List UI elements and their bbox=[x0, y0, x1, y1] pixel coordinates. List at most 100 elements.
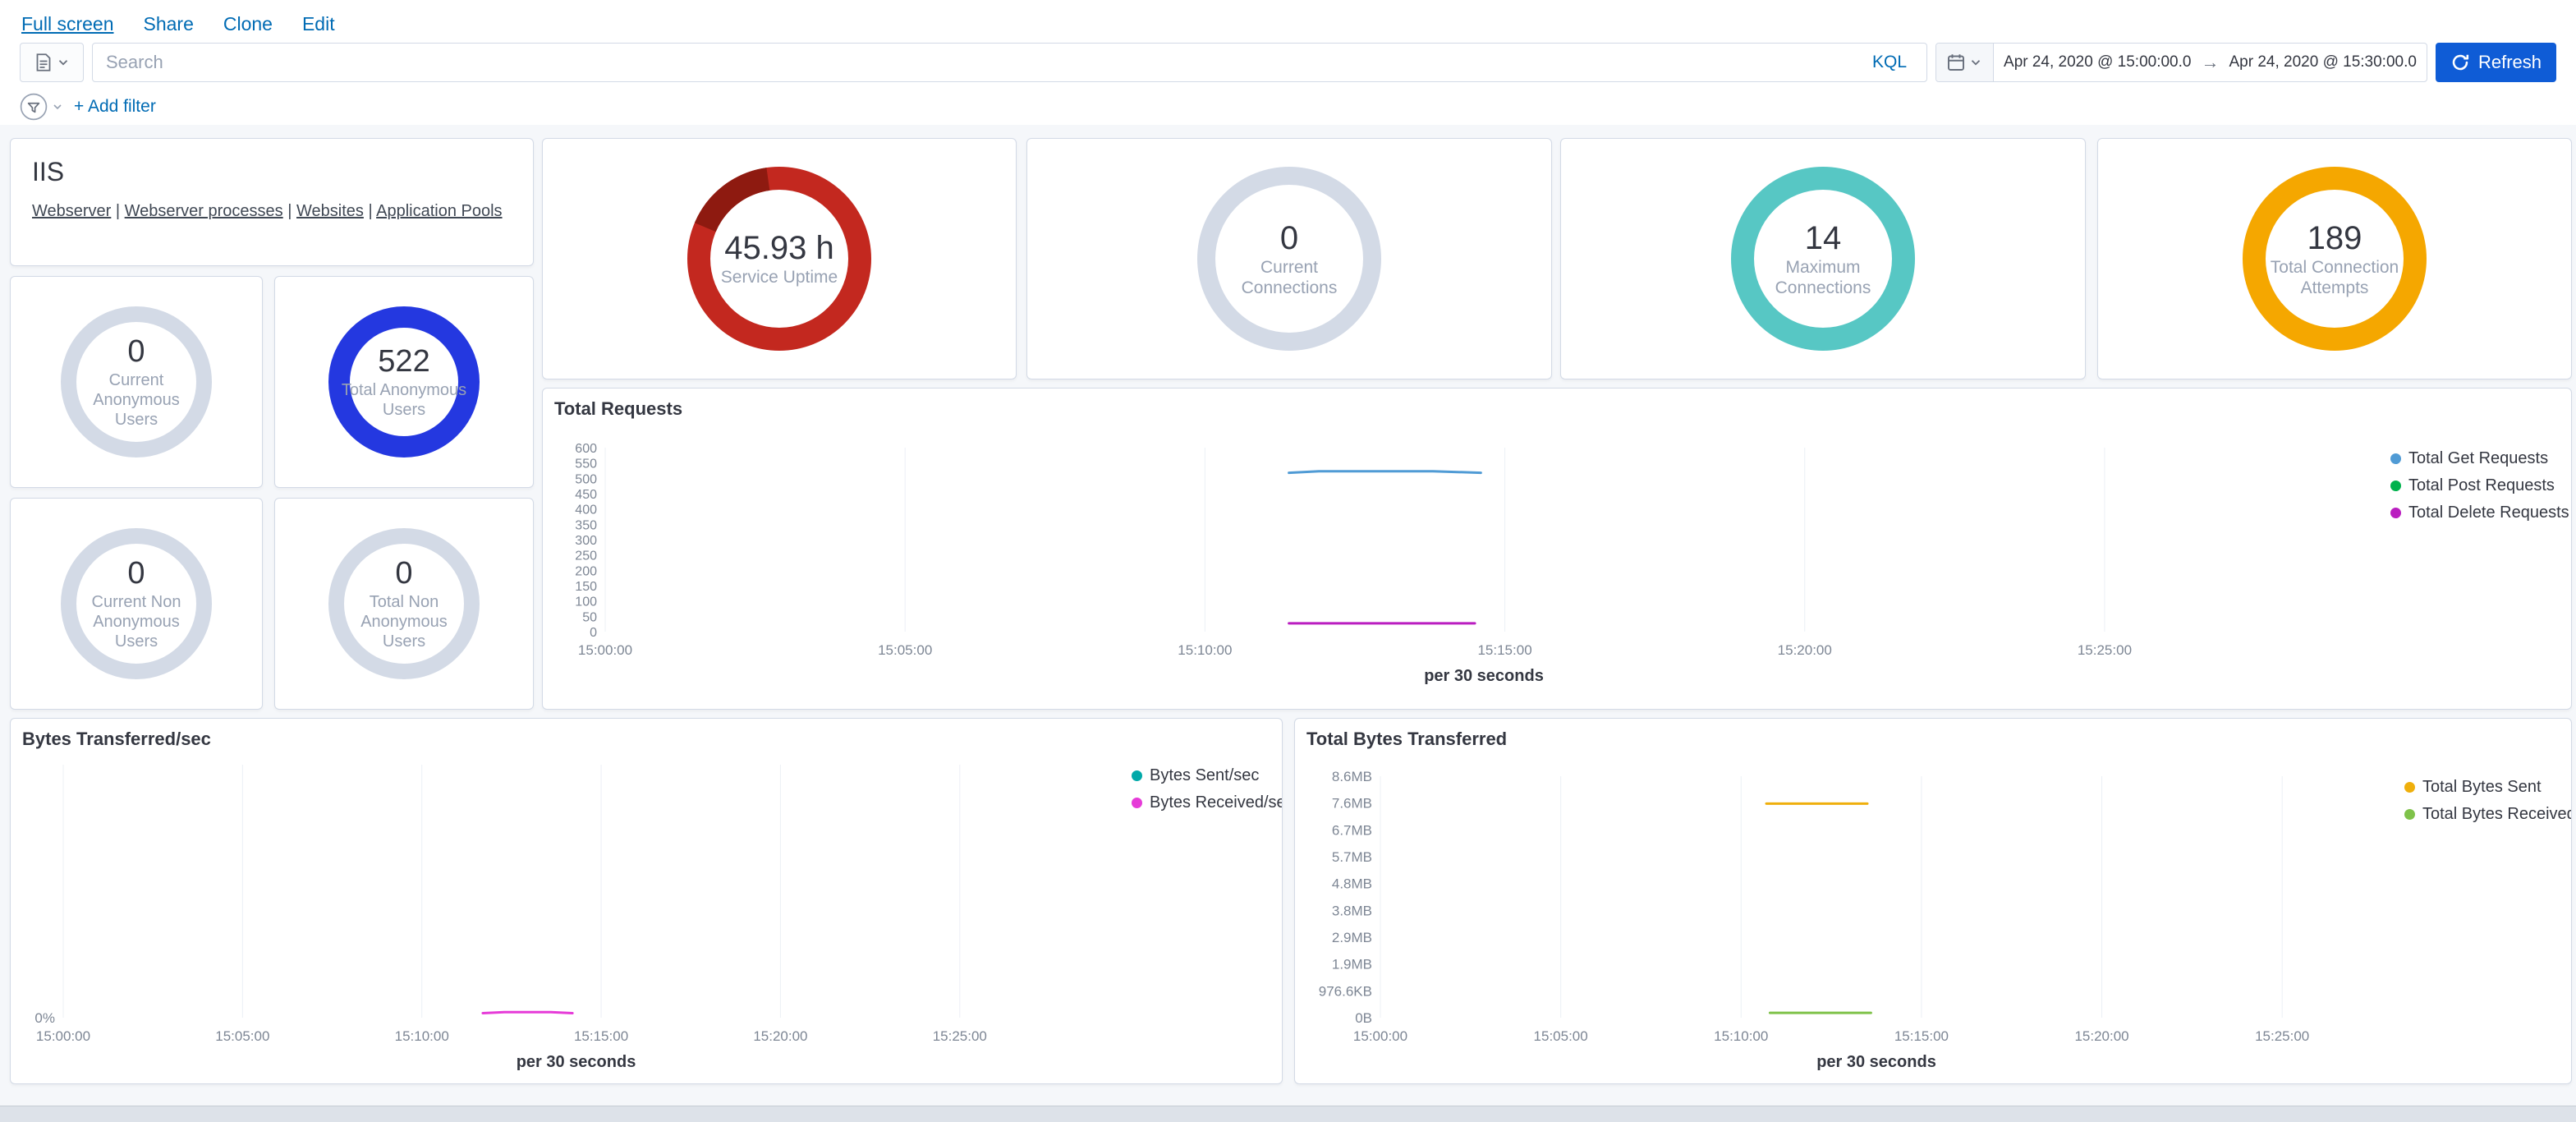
panel-total-non-anonymous-users-gauge: 0 Total Non Anonymous Users bbox=[274, 498, 534, 710]
y-tick-label: 200 bbox=[575, 564, 597, 578]
chevron-down-icon bbox=[53, 104, 62, 110]
panel-total-connection-attempts-gauge: 189 Total Connection Attempts bbox=[2097, 138, 2572, 379]
panel-total-requests-chart: Total Requests 15:00:00 15:05:00 15:10:00 1… bbox=[542, 388, 2572, 710]
panel-current-anonymous-users-gauge: 0 Current Anonymous Users bbox=[10, 276, 263, 488]
x-tick-label: 15:20:00 bbox=[1778, 642, 1832, 658]
gauge-value: 45.93 h bbox=[724, 230, 834, 267]
refresh-label: Refresh bbox=[2477, 52, 2542, 72]
query-language-button[interactable]: KQL bbox=[1866, 53, 1913, 72]
y-tick-label: 450 bbox=[575, 488, 597, 502]
refresh-button[interactable]: Refresh bbox=[2435, 43, 2556, 82]
y-tick-label: 5.7MB bbox=[1332, 849, 1372, 865]
series-line-total-get-requests bbox=[1288, 470, 1482, 475]
gauge-text: 45.93 h Service Uptime bbox=[687, 167, 871, 351]
nav-link-share[interactable]: Share bbox=[143, 13, 194, 34]
iis-link-webserver[interactable]: Webserver bbox=[32, 202, 112, 220]
x-tick-label: 15:10:00 bbox=[1714, 1028, 1768, 1044]
gauge-current-non-anonymous-users: 0 Current Non Anonymous Users bbox=[61, 528, 212, 679]
panel-total-bytes-transferred-chart: Total Bytes Transferred 15:00:00 15:05:00… bbox=[1294, 718, 2572, 1084]
iis-link-websites[interactable]: Websites bbox=[296, 202, 364, 220]
add-filter-button[interactable]: + Add filter bbox=[74, 97, 156, 116]
gauge-value: 14 bbox=[1804, 219, 1842, 256]
gauge-label: Current Anonymous Users bbox=[93, 370, 180, 429]
legend-label: Total Bytes Received bbox=[2422, 805, 2572, 823]
gauge-label: Total Connection Attempts bbox=[2270, 257, 2399, 297]
horizontal-scrollbar[interactable] bbox=[0, 1106, 2576, 1122]
y-tick-label: 0 bbox=[590, 626, 597, 640]
y-tick-label: 50 bbox=[582, 610, 597, 624]
saved-query-menu-button[interactable] bbox=[20, 43, 84, 82]
nav-link-full-screen[interactable]: Full screen bbox=[21, 13, 114, 34]
gauge-text: 0 Total Non Anonymous Users bbox=[328, 528, 480, 679]
iis-link-separator: | bbox=[363, 202, 377, 220]
iis-title: IIS bbox=[32, 157, 65, 186]
iis-link-application-pools[interactable]: Application Pools bbox=[376, 202, 503, 220]
x-axis-title: per 30 seconds bbox=[517, 1053, 636, 1071]
gauge-ring bbox=[61, 528, 212, 679]
y-tick-label: 1.9MB bbox=[1332, 957, 1372, 973]
legend-item-total-bytes-sent[interactable]: Total Bytes Sent bbox=[2404, 778, 2565, 797]
legend-item-bytes-received-sec[interactable]: Bytes Received/sec bbox=[1132, 793, 1282, 812]
gauge-text: 14 Maximum Connections bbox=[1731, 167, 1915, 351]
y-tick-label: 0% bbox=[34, 1010, 55, 1026]
iis-link-separator: | bbox=[282, 202, 296, 220]
y-tick-label: 250 bbox=[575, 550, 597, 563]
y-tick-label: 500 bbox=[575, 472, 597, 486]
x-tick-label: 15:10:00 bbox=[395, 1028, 449, 1044]
y-tick-label: 600 bbox=[575, 442, 597, 456]
gauge-maximum-connections: 14 Maximum Connections bbox=[1731, 167, 1915, 351]
nav-link-clone[interactable]: Clone bbox=[223, 13, 273, 34]
gauge-ring bbox=[687, 167, 871, 351]
legend-label: Bytes Sent/sec bbox=[1150, 766, 1260, 784]
gauge-service-uptime: 45.93 h Service Uptime bbox=[687, 167, 871, 351]
y-tick-label: 300 bbox=[575, 534, 597, 548]
gauge-ring bbox=[1197, 167, 1381, 351]
gauge-value: 189 bbox=[2307, 219, 2362, 256]
legend-dot-icon bbox=[2404, 782, 2415, 793]
legend-dot-icon bbox=[2390, 508, 2401, 518]
legend-label: Total Get Requests bbox=[2408, 449, 2549, 467]
start-date-button[interactable]: Apr 24, 2020 @ 15:00:00.0 bbox=[1994, 53, 2201, 71]
panel-current-connections-gauge: 0 Current Connections bbox=[1026, 138, 1552, 379]
y-tick-label: 6.7MB bbox=[1332, 822, 1372, 838]
x-tick-label: 15:15:00 bbox=[574, 1028, 628, 1044]
legend-item-total-delete-requests[interactable]: Total Delete Requests bbox=[2390, 504, 2569, 522]
chart-legend: Total Get Requests Total Post Requests Tot… bbox=[2390, 449, 2569, 531]
gauge-label: Current Connections bbox=[1241, 257, 1338, 297]
iis-link-webserver-processes[interactable]: Webserver processes bbox=[124, 202, 283, 220]
panel-title: Total Bytes Transferred bbox=[1306, 729, 1508, 749]
gauge-value: 0 bbox=[395, 556, 413, 591]
nav-link-edit[interactable]: Edit bbox=[301, 13, 335, 34]
y-tick-label: 2.9MB bbox=[1332, 930, 1372, 945]
gauge-ring bbox=[2243, 167, 2427, 351]
gauge-value: 0 bbox=[127, 556, 145, 591]
legend-item-bytes-sent-sec[interactable]: Bytes Sent/sec bbox=[1132, 766, 1275, 785]
calendar-icon bbox=[1948, 54, 1964, 71]
chart-canvas: 15:00:00 15:05:00 15:10:00 15:15:00 15:20:00… bbox=[575, 442, 2132, 685]
filter-options-button[interactable] bbox=[20, 93, 64, 121]
legend-item-total-get-requests[interactable]: Total Get Requests bbox=[2390, 449, 2565, 468]
legend-label: Total Bytes Sent bbox=[2422, 778, 2542, 796]
date-picker: Apr 24, 2020 @ 15:00:00.0 → Apr 24, 2020… bbox=[1935, 43, 2427, 82]
date-quick-select-button[interactable] bbox=[1936, 44, 1995, 81]
legend-dot-icon bbox=[2390, 453, 2401, 464]
gauge-current-connections: 0 Current Connections bbox=[1197, 167, 1381, 351]
gauge-value: 522 bbox=[378, 344, 430, 379]
x-axis-title: per 30 seconds bbox=[1424, 667, 1544, 685]
gauge-label: Current Non Anonymous Users bbox=[91, 592, 181, 651]
x-tick-label: 15:15:00 bbox=[1477, 642, 1531, 658]
panel-bytes-transferred-sec-chart: Bytes Transferred/sec 15:00:00 15:05:00 15… bbox=[10, 718, 1283, 1084]
search-input[interactable] bbox=[106, 52, 1866, 73]
date-range-arrow-icon: → bbox=[2201, 52, 2220, 72]
legend-dot-icon bbox=[1132, 798, 1142, 808]
gauge-value: 0 bbox=[1279, 219, 1299, 256]
gauge-ring bbox=[328, 306, 480, 458]
legend-item-total-bytes-received[interactable]: Total Bytes Received bbox=[2404, 805, 2571, 824]
y-tick-label: 150 bbox=[575, 580, 597, 594]
legend-item-total-post-requests[interactable]: Total Post Requests bbox=[2390, 476, 2565, 495]
x-tick-label: 15:25:00 bbox=[933, 1028, 987, 1044]
end-date-button[interactable]: Apr 24, 2020 @ 15:30:00.0 bbox=[2219, 53, 2426, 71]
series-line-bytes-received-sec bbox=[481, 1010, 574, 1014]
gauge-label: Total Non Anonymous Users bbox=[360, 592, 448, 651]
y-tick-label: 8.6MB bbox=[1332, 769, 1372, 784]
